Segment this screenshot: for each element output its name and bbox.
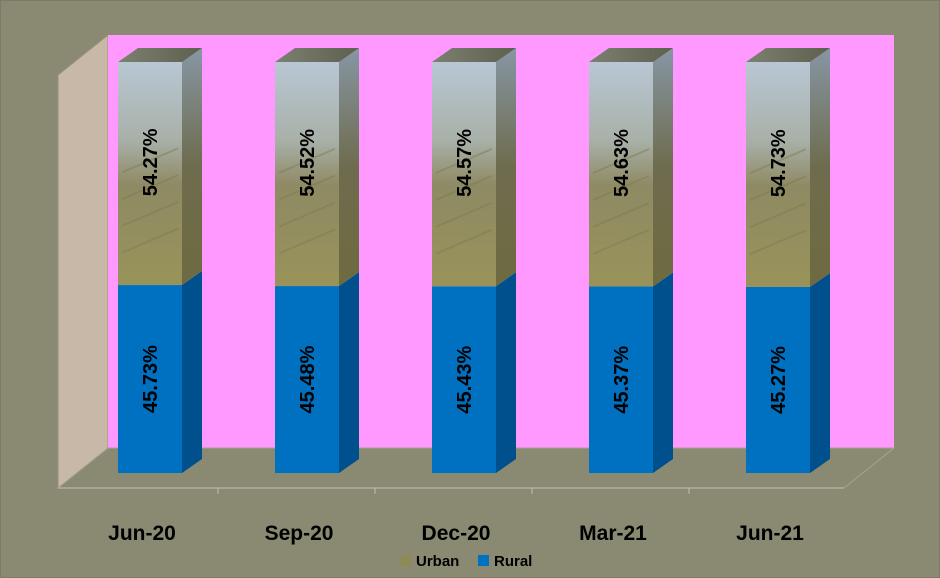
bar-rural-side [182, 271, 202, 473]
data-label-rural: 45.48% [297, 345, 319, 413]
data-label-urban: 54.57% [454, 129, 476, 197]
bar-urban-side [496, 48, 516, 286]
bar-urban-side [182, 48, 202, 285]
data-label-rural: 45.43% [454, 346, 476, 414]
stacked-bar: 45.27% 54.73% [746, 48, 830, 473]
data-label-urban: 54.73% [768, 129, 790, 197]
legend-swatch-rural [478, 555, 489, 566]
data-label-rural: 45.27% [768, 346, 790, 414]
bar-urban-side [339, 48, 359, 286]
x-tick-label: Jun-20 [108, 522, 176, 545]
x-tick-label: Mar-21 [579, 522, 647, 545]
stacked-bar: 45.73% 54.27% [118, 48, 202, 473]
data-label-urban: 54.52% [297, 129, 319, 197]
data-label-urban: 54.27% [140, 128, 162, 196]
data-label-rural: 45.37% [611, 346, 633, 414]
side-wall [58, 35, 108, 488]
bar-rural-side [810, 273, 830, 473]
stacked-bar: 45.43% 54.57% [432, 48, 516, 473]
bar-urban-side [653, 48, 673, 287]
data-label-urban: 54.63% [611, 129, 633, 197]
data-label-rural: 45.73% [140, 345, 162, 413]
legend-swatch-urban [400, 555, 411, 566]
bar-rural-side [653, 273, 673, 473]
x-tick-label: Dec-20 [422, 522, 491, 545]
bar-rural-side [496, 272, 516, 473]
bar-urban-side [810, 48, 830, 287]
bar-rural-side [339, 272, 359, 473]
stacked-bar: 45.37% 54.63% [589, 48, 673, 473]
legend-label: Rural [494, 553, 532, 570]
stacked-bar: 45.48% 54.52% [275, 48, 359, 473]
x-tick-label: Jun-21 [736, 522, 804, 545]
x-tick-label: Sep-20 [265, 522, 334, 545]
legend-label: Urban [416, 553, 459, 570]
